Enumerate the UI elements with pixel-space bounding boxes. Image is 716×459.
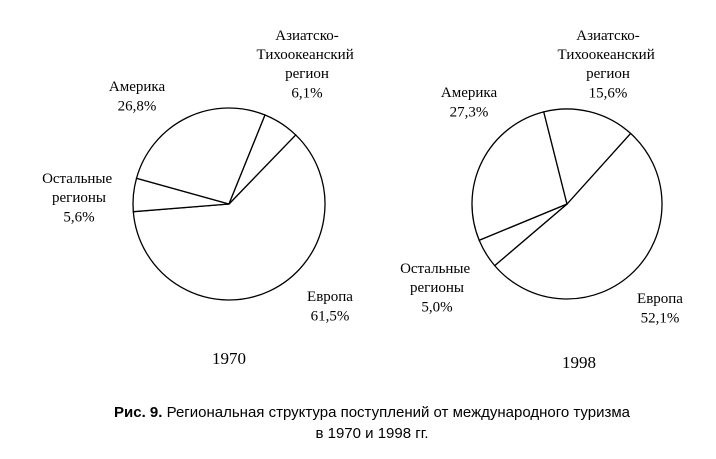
pie-slice (228, 114, 297, 205)
slice-label: Америка (109, 79, 166, 95)
slice-label: Азиатско- Тихоокеанский регион (257, 28, 358, 82)
pie-slice (471, 111, 568, 242)
label-line: регионы (410, 280, 464, 296)
label-line: регион (285, 66, 329, 82)
slice-label: Остальные регионы (400, 261, 474, 296)
label-line: Азиатско- (275, 28, 338, 44)
value-label: 26,8% (118, 98, 157, 114)
value-label: 6,1% (291, 85, 322, 101)
pie-slice (542, 108, 632, 206)
value-label: 15,6% (589, 85, 628, 101)
label-line: Остальные (42, 171, 116, 187)
slice-label: Остальные регионы (42, 171, 116, 206)
year-label: 1970 (212, 349, 246, 368)
caption-label: Рис. 9. (114, 404, 162, 421)
caption-line: в 1970 и 1998 гг. (315, 425, 428, 442)
value-label: 61,5% (311, 308, 350, 324)
label-line: Азиатско- (576, 28, 639, 44)
label-line: Европа (307, 289, 353, 305)
label-line: Тихоокеанский (257, 47, 358, 63)
caption-text: Региональная структура поступлений от ме… (167, 404, 631, 421)
value-label: 5,0% (421, 299, 452, 315)
value-label: 27,3% (450, 104, 489, 120)
pie-slice (493, 132, 663, 300)
slice-label: Европа (637, 291, 683, 307)
year-label: 1998 (562, 353, 596, 372)
label-line: регионы (52, 190, 106, 206)
slice-label: Азиатско- Тихоокеанский регион (558, 28, 659, 82)
label-line: Америка (441, 85, 498, 101)
pie-slice (132, 134, 326, 301)
caption-line: Рис. 9. Региональная структура поступлен… (114, 404, 631, 421)
value-label: 52,1% (641, 310, 680, 326)
label-line: Европа (637, 291, 683, 307)
label-line: регион (586, 66, 630, 82)
label-line: Тихоокеанский (558, 47, 659, 63)
slice-label: Европа (307, 289, 353, 305)
label-line: Америка (109, 79, 166, 95)
label-line: Остальные (400, 261, 474, 277)
pie-slice (135, 107, 266, 205)
value-label: 5,6% (63, 209, 94, 225)
slice-label: Америка (441, 85, 498, 101)
